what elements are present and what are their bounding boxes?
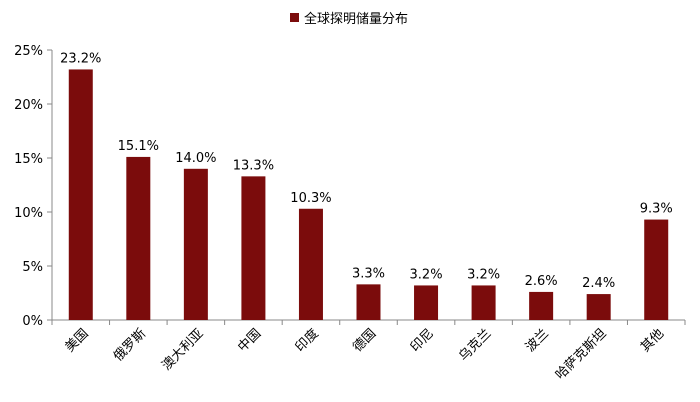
category-label: 美国 (63, 326, 92, 355)
data-label: 14.0% (175, 151, 216, 166)
bar (241, 176, 266, 320)
data-label: 13.3% (233, 158, 274, 173)
y-tick-label: 20% (14, 98, 43, 113)
data-label: 10.3% (290, 191, 331, 206)
data-label: 9.3% (640, 202, 673, 217)
category-label: 印度 (292, 326, 322, 356)
category-labels: 美国 俄罗斯 澳大利亚 中国 印度 德国 印尼 乌克兰 波兰 哈萨克斯坦 其他 (63, 326, 667, 383)
y-axis: 0% 5% 10% 15% 20% 25% (14, 44, 53, 329)
data-labels: 23.2% 15.1% 14.0% 13.3% 10.3% 3.3% 3.2% 3.2% 2.6… (60, 51, 673, 291)
category-label: 乌克兰 (456, 326, 495, 365)
bar (529, 291, 554, 320)
y-tick-label: 25% (14, 44, 43, 59)
bar (644, 219, 669, 320)
y-tick-label: 10% (14, 206, 43, 221)
legend: 全球探明储量分布 (290, 8, 409, 27)
data-label: 3.2% (410, 267, 443, 282)
category-label: 其他 (638, 326, 667, 355)
data-label: 15.1% (118, 139, 159, 154)
category-label: 澳大利亚 (159, 326, 207, 374)
category-label: 中国 (235, 326, 264, 355)
bar (414, 285, 439, 320)
y-tick-label: 15% (14, 152, 43, 167)
category-label: 德国 (350, 326, 379, 355)
bar (471, 285, 496, 320)
data-label: 2.6% (525, 274, 558, 289)
legend-label: 全球探明储量分布 (304, 11, 409, 27)
data-label: 3.3% (352, 266, 385, 281)
category-label: 俄罗斯 (111, 326, 149, 364)
bar (126, 156, 151, 320)
x-axis (51, 319, 686, 325)
legend-swatch (290, 12, 299, 22)
data-label: 3.2% (467, 267, 500, 282)
bar (68, 69, 93, 320)
bar (298, 208, 323, 320)
bars (68, 69, 669, 320)
data-label: 23.2% (60, 51, 101, 66)
data-label: 2.4% (582, 276, 615, 291)
category-label: 哈萨克斯坦 (553, 326, 610, 383)
y-tick-label: 5% (22, 260, 43, 275)
y-tick-label: 0% (22, 314, 43, 329)
category-label: 波兰 (523, 326, 552, 355)
bar (586, 294, 611, 320)
bar (356, 284, 381, 320)
bar (183, 168, 208, 320)
category-label: 印尼 (408, 326, 437, 355)
